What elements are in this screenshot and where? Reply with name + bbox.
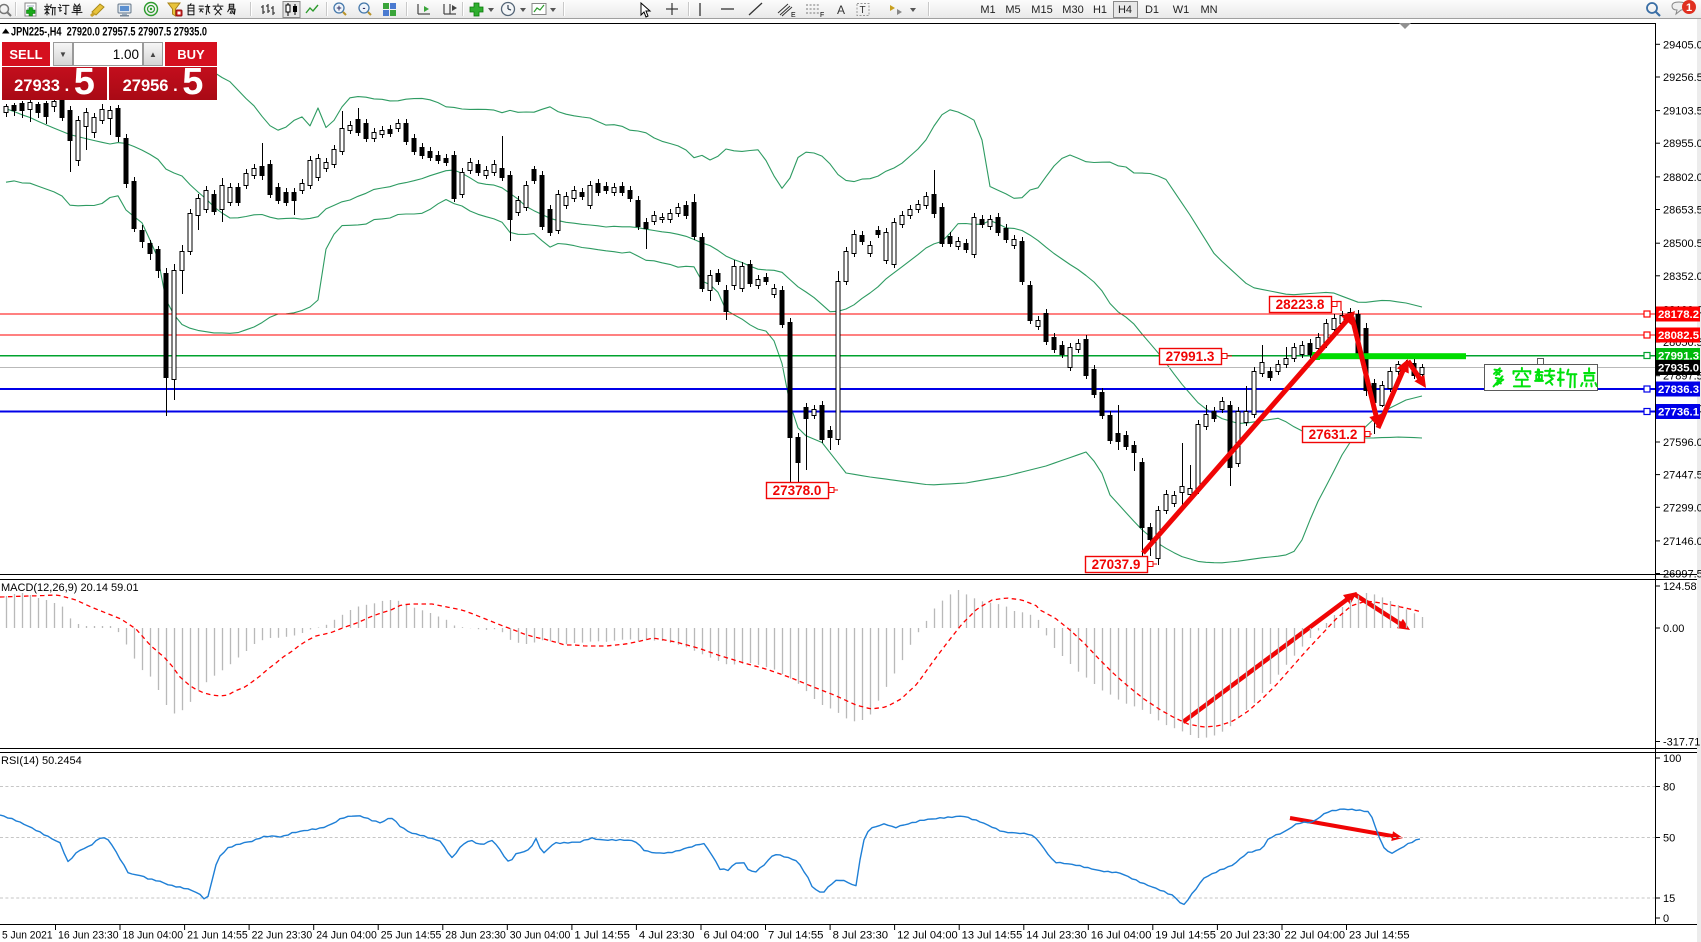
svg-text:MN: MN [1200,4,1217,16]
svg-text:F: F [820,12,824,19]
svg-text:M1: M1 [980,4,995,16]
svg-text:T: T [860,5,866,16]
svg-text:8 Jul 23:30: 8 Jul 23:30 [833,930,889,942]
svg-text:28082.5: 28082.5 [1658,330,1699,342]
svg-text:26997.5: 26997.5 [1663,569,1701,581]
svg-text:H4: H4 [1118,4,1132,16]
svg-text:-: - [363,3,366,13]
svg-text:14 Jul 23:30: 14 Jul 23:30 [1026,930,1087,942]
svg-text:0.00: 0.00 [1663,623,1684,635]
svg-text:100: 100 [1663,753,1681,765]
svg-text:27935.0: 27935.0 [1658,363,1699,375]
svg-text:22 Jul 04:00: 22 Jul 04:00 [1285,930,1346,942]
svg-text:80: 80 [1663,782,1675,794]
svg-text:15: 15 [1663,893,1675,905]
svg-text:M30: M30 [1062,4,1083,16]
svg-text:28352.0: 28352.0 [1663,271,1701,283]
svg-text:28955.0: 28955.0 [1663,138,1701,150]
svg-text:27299.0: 27299.0 [1663,502,1701,514]
svg-text:30 Jun 04:00: 30 Jun 04:00 [510,930,571,942]
svg-text:50: 50 [1663,833,1675,845]
svg-text:124.58: 124.58 [1663,581,1697,593]
svg-text:24 Jun 04:00: 24 Jun 04:00 [316,930,377,942]
svg-text:27596.0: 27596.0 [1663,437,1701,449]
svg-text:21 Jun 14:55: 21 Jun 14:55 [187,930,248,942]
svg-text:28500.5: 28500.5 [1663,238,1701,250]
svg-text:27037.9: 27037.9 [1092,557,1141,572]
svg-text:4 Jul 23:30: 4 Jul 23:30 [639,930,695,942]
svg-text:RSI(14) 50.2454: RSI(14) 50.2454 [1,755,82,767]
svg-text:16 Jun 23:30: 16 Jun 23:30 [58,930,119,942]
svg-text:27836.3: 27836.3 [1658,384,1699,396]
svg-text:27736.1: 27736.1 [1658,407,1699,419]
svg-text:20 Jul 23:30: 20 Jul 23:30 [1220,930,1281,942]
svg-text:22 Jun 23:30: 22 Jun 23:30 [252,930,313,942]
svg-text:6 Jul 04:00: 6 Jul 04:00 [704,930,760,942]
svg-text:28802.0: 28802.0 [1663,172,1701,184]
svg-text:28 Jun 23:30: 28 Jun 23:30 [445,930,506,942]
svg-text:29103.5: 29103.5 [1663,106,1701,118]
svg-text:25 Jun 14:55: 25 Jun 14:55 [381,930,442,942]
svg-text:28653.5: 28653.5 [1663,205,1701,217]
svg-text:+: + [336,3,341,13]
svg-text:A: A [837,3,845,17]
svg-text:5 Jun 2021: 5 Jun 2021 [2,930,53,942]
svg-text:MACD(12,26,9) 20.14 59.01: MACD(12,26,9) 20.14 59.01 [1,582,139,594]
svg-text:13 Jul 14:55: 13 Jul 14:55 [962,930,1023,942]
svg-text:JPN225-,H4 27920.0 27957.5 27: JPN225-,H4 27920.0 27957.5 27907.5 27935… [11,27,207,39]
svg-text:D1: D1 [1145,4,1159,16]
svg-text:M15: M15 [1031,4,1052,16]
svg-text:27378.0: 27378.0 [773,483,822,498]
svg-text:W1: W1 [1173,4,1190,16]
svg-text:12 Jul 04:00: 12 Jul 04:00 [897,930,958,942]
svg-text:0: 0 [1663,913,1669,925]
svg-text:1: 1 [1686,2,1692,14]
svg-text:27991.3: 27991.3 [1658,351,1699,363]
svg-text:27447.5: 27447.5 [1663,470,1701,482]
svg-text:18 Jun 04:00: 18 Jun 04:00 [123,930,184,942]
svg-text:28223.8: 28223.8 [1276,297,1325,312]
svg-text:H1: H1 [1093,4,1107,16]
svg-text:28178.2: 28178.2 [1658,309,1699,321]
svg-text:23 Jul 14:55: 23 Jul 14:55 [1349,930,1410,942]
svg-text:27146.0: 27146.0 [1663,536,1701,548]
svg-text:27991.3: 27991.3 [1166,349,1215,364]
svg-text:-317.71: -317.71 [1663,737,1700,749]
svg-text:19 Jul 14:55: 19 Jul 14:55 [1155,930,1216,942]
svg-text:E: E [791,12,796,19]
svg-text:29256.5: 29256.5 [1663,72,1701,84]
svg-text:27631.2: 27631.2 [1309,427,1358,442]
svg-text:29405.0: 29405.0 [1663,39,1701,51]
svg-text:16 Jul 04:00: 16 Jul 04:00 [1091,930,1152,942]
svg-text:7 Jul 14:55: 7 Jul 14:55 [768,930,824,942]
svg-text:M5: M5 [1005,4,1020,16]
svg-text:1 Jul 14:55: 1 Jul 14:55 [574,930,630,942]
